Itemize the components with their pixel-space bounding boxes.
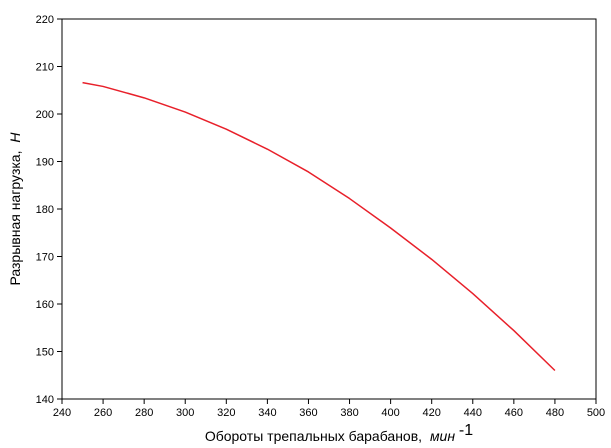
- x-tick-label: 260: [94, 407, 112, 419]
- x-axis-title-exponent: -1: [459, 422, 473, 439]
- y-tick-label: 150: [36, 347, 54, 359]
- y-tick-label: 210: [36, 62, 54, 74]
- x-tick-label: 300: [176, 407, 194, 419]
- y-axis-title-unit: Н: [7, 132, 23, 143]
- x-axis-title-text: Обороты трепальных барабанов,: [205, 428, 422, 444]
- x-axis-title: Обороты трепальных барабанов, мин -1: [205, 422, 473, 444]
- x-tick-label: 340: [258, 407, 276, 419]
- series-group: [82, 81, 556, 372]
- x-tick-label: 500: [587, 407, 605, 419]
- x-tick-label: 400: [381, 407, 399, 419]
- x-axis-title-unit: мин: [430, 428, 455, 444]
- y-tick-label: 180: [36, 204, 54, 216]
- y-tick-label: 140: [36, 394, 54, 406]
- x-tick-label: 460: [505, 407, 523, 419]
- axis-ticks: [57, 18, 597, 404]
- x-tick-label: 240: [53, 407, 71, 419]
- axis-tick-labels: 240 260 280 300 320 340 360 380 400 420 440 460 480 5…: [36, 14, 606, 419]
- x-tick-label: 360: [299, 407, 317, 419]
- x-tick-label: 320: [217, 407, 235, 419]
- x-tick-label: 280: [135, 407, 153, 419]
- y-axis-title: Разрывная нагрузка, Н: [7, 132, 23, 286]
- y-tick-label: 220: [36, 14, 54, 26]
- y-tick-label: 170: [36, 252, 54, 264]
- y-tick-label: 160: [36, 299, 54, 311]
- x-tick-label: 440: [464, 407, 482, 419]
- y-tick-label: 200: [36, 109, 54, 121]
- y-axis-title-text: Разрывная нагрузка,: [7, 151, 23, 286]
- x-tick-label: 380: [340, 407, 358, 419]
- series-line: [82, 81, 556, 372]
- x-tick-label: 420: [423, 407, 441, 419]
- x-tick-label: 480: [546, 407, 564, 419]
- plot-frame: [61, 18, 597, 400]
- y-tick-label: 190: [36, 157, 54, 169]
